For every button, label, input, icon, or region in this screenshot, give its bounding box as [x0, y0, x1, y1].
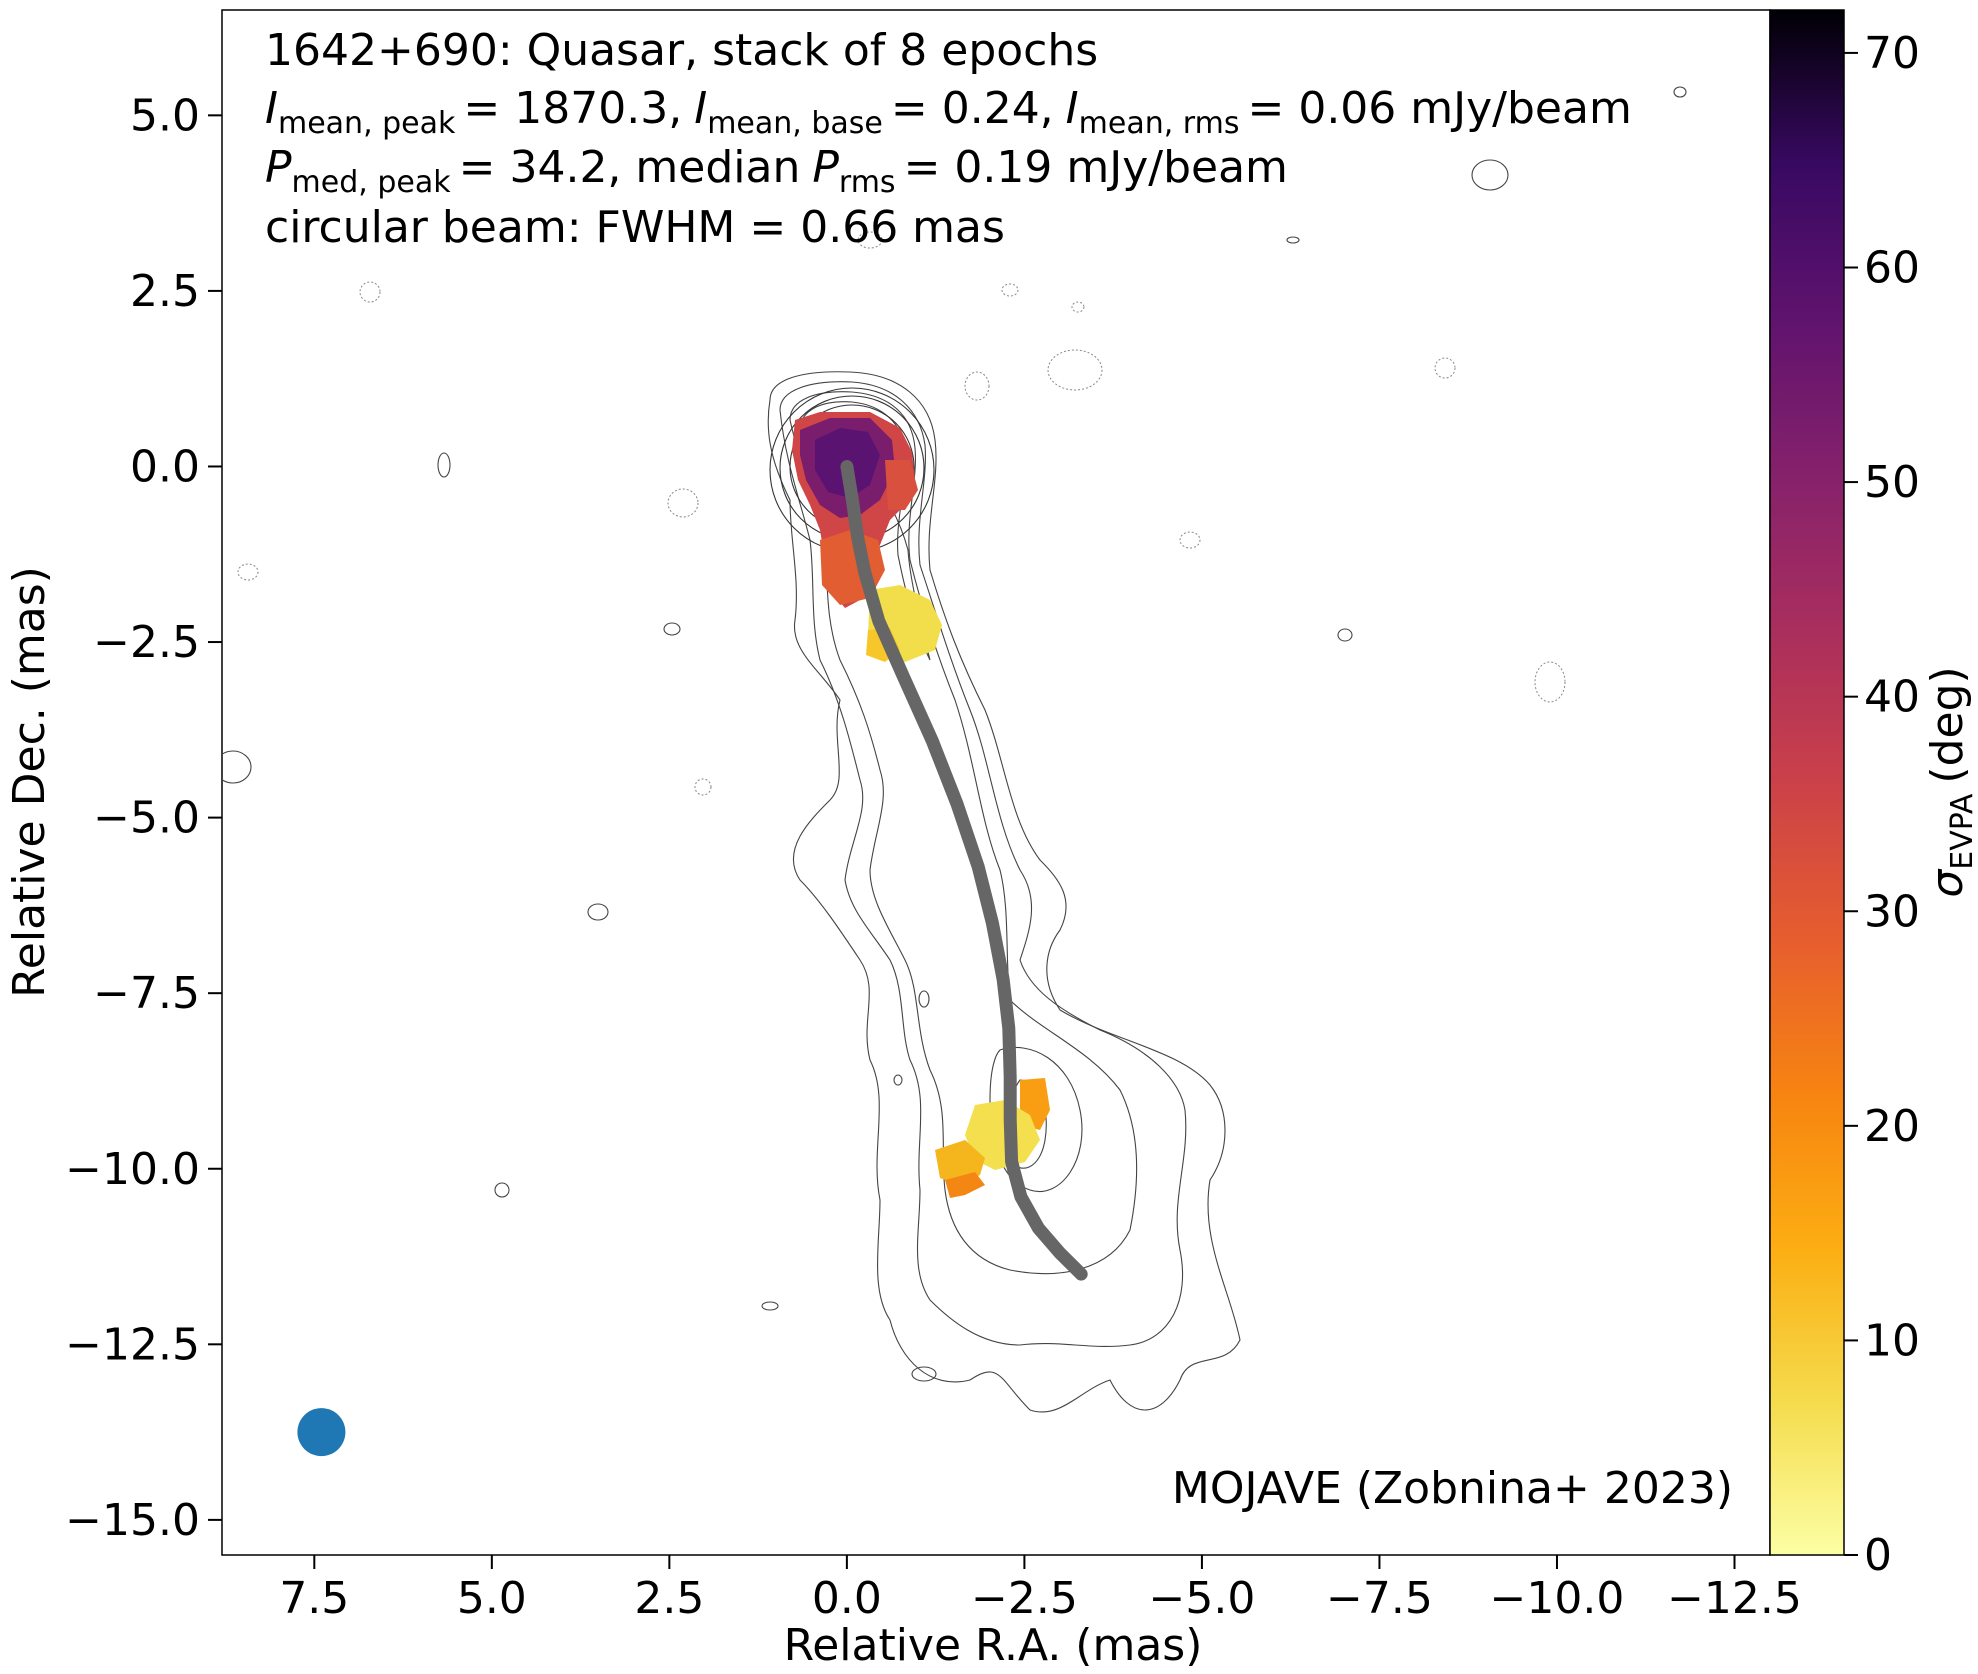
colorbar-axis: 0 10 20 30 40 50 60 70	[1844, 28, 1920, 1581]
beam-circle	[297, 1408, 346, 1457]
colorbar	[1769, 9, 1845, 1556]
x-axis-label: Relative R.A. (mas)	[784, 1620, 1203, 1671]
colorbar-tick-label: 40	[1864, 672, 1920, 723]
polarization-line: Pmed, peak = 34.2, median Prms = 0.19 mJy/b…	[265, 142, 1288, 200]
x-tick-label: −2.5	[971, 1573, 1078, 1624]
colorbar-tick-label: 20	[1864, 1101, 1920, 1152]
colorbar-tick-label: 50	[1864, 457, 1920, 508]
x-tick-label: 7.5	[279, 1573, 349, 1624]
y-tick-label: −5.0	[93, 793, 200, 844]
title-block: 1642+690: Quasar, stack of 8 epochs Imea…	[265, 25, 1632, 253]
y-tick-label: −12.5	[65, 1319, 200, 1370]
contour-islands	[222, 86, 1687, 1382]
negative-contours	[237, 231, 1566, 796]
y-tick-label: 0.0	[130, 441, 200, 492]
ridge-line	[840, 460, 1088, 1281]
y-tick-label: 5.0	[130, 90, 200, 141]
y-axis-label: Relative Dec. (mas)	[4, 566, 55, 998]
y-tick-label: −15.0	[65, 1495, 200, 1546]
colorbar-tick-label: 60	[1864, 243, 1920, 294]
x-tick-label: 2.5	[634, 1573, 704, 1624]
plot-area	[221, 9, 1771, 1556]
sigma-evpa-south-yellow	[965, 1100, 1040, 1170]
intensity-line: Imean, peak = 1870.3, Imean, base = 0.24, Im…	[265, 83, 1632, 141]
x-tick-label: −10.0	[1490, 1573, 1625, 1624]
credit-text: MOJAVE (Zobnina+ 2023)	[1172, 1463, 1733, 1514]
colorbar-tick-label: 70	[1864, 28, 1920, 79]
x-tick-label: −12.5	[1667, 1573, 1802, 1624]
title-line-1: 1642+690: Quasar, stack of 8 epochs	[265, 25, 1098, 76]
x-axis: 7.5 5.0 2.5 0.0 −2.5 −5.0 −7.5 −10.0 −12.5	[279, 1555, 1802, 1624]
y-tick-label: −2.5	[93, 617, 200, 668]
colorbar-tick-label: 30	[1864, 886, 1920, 937]
sigma-evpa-south-tail	[945, 1172, 985, 1198]
colorbar-tick-label: 10	[1864, 1315, 1920, 1366]
sigma-evpa-east-lobe	[885, 460, 918, 510]
x-tick-label: 0.0	[812, 1573, 882, 1624]
x-tick-label: 5.0	[457, 1573, 527, 1624]
y-tick-label: −10.0	[65, 1144, 200, 1195]
x-tick-label: −5.0	[1149, 1573, 1256, 1624]
y-tick-label: −7.5	[93, 968, 200, 1019]
title-line-4: circular beam: FWHM = 0.66 mas	[265, 202, 1005, 253]
plot-content: MOJAVE (Zobnina+ 2023)	[222, 86, 1733, 1514]
y-tick-label: 2.5	[130, 266, 200, 317]
colorbar-label: σEVPA(deg)	[1922, 666, 1978, 897]
x-tick-label: −7.5	[1326, 1573, 1433, 1624]
y-axis: 5.0 2.5 0.0 −2.5 −5.0 −7.5 −10.0 −12.5 −15.0	[65, 90, 222, 1546]
colorbar-tick-label: 0	[1864, 1530, 1892, 1581]
